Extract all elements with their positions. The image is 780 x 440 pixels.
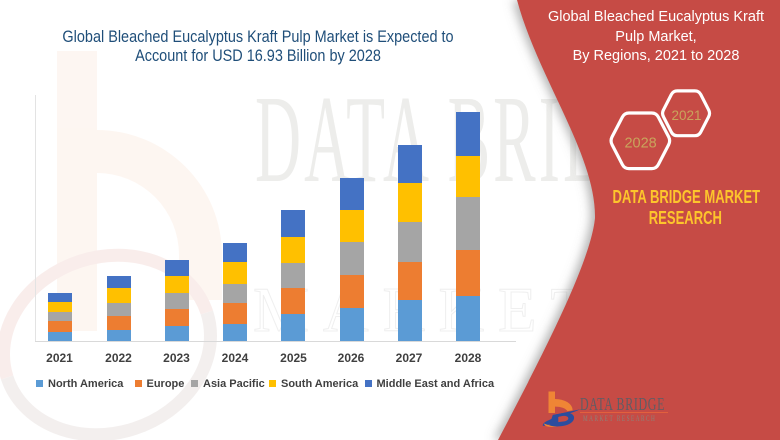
svg-text:2028: 2028 — [624, 136, 656, 152]
svg-text:2021: 2021 — [671, 108, 701, 123]
